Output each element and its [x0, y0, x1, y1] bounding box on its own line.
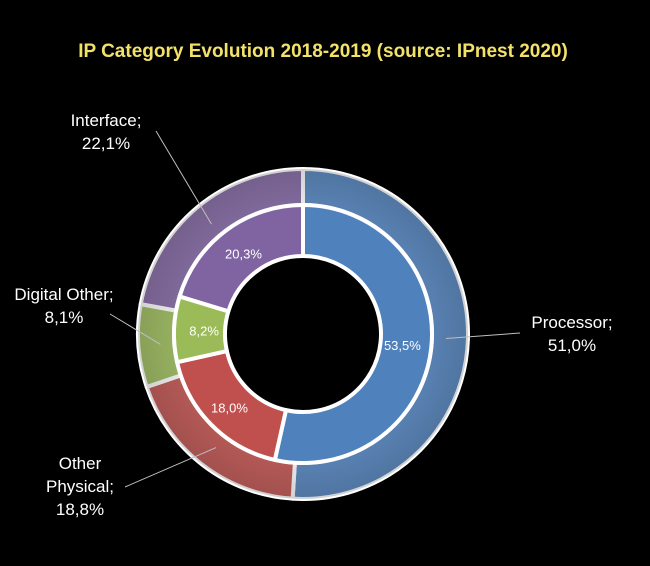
data-labels: 53,5% 18,0% 8,2% 20,3% Processor; 51,0% Other P…: [14, 111, 612, 519]
inner-ring: [172, 203, 434, 465]
inner-slice-interface: [177, 203, 305, 314]
leader-lines: [109, 130, 521, 488]
outer-label-interface: Interface; 22,1%: [71, 111, 142, 153]
outer-label-processor: Processor; 51,0%: [531, 313, 612, 355]
inner-label-other-physical: 18,0%: [211, 401, 248, 416]
leader-line-interface: [155, 130, 212, 225]
inner-label-processor: 53,5%: [384, 338, 421, 353]
inner-label-digital-other: 8,2%: [189, 323, 219, 338]
outer-label-digital-other: Digital Other; 8,1%: [14, 285, 113, 327]
outer-label-other-physical: Other Physical; 18,8%: [46, 454, 114, 519]
leader-line-other-physical: [124, 447, 217, 488]
inner-label-interface: 20,3%: [225, 247, 262, 262]
chart-title: IP Category Evolution 2018-2019 (source:…: [78, 41, 568, 62]
inner-slice-processor: [272, 203, 434, 465]
leader-line-digital-other: [109, 313, 161, 345]
leader-line-processor: [445, 332, 521, 339]
